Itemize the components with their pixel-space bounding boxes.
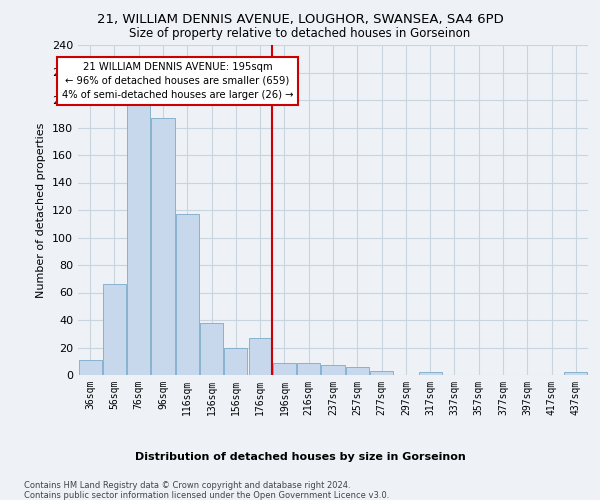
Text: Contains HM Land Registry data © Crown copyright and database right 2024.: Contains HM Land Registry data © Crown c… xyxy=(24,481,350,490)
Y-axis label: Number of detached properties: Number of detached properties xyxy=(37,122,46,298)
Bar xyxy=(297,362,320,375)
Bar xyxy=(322,366,344,375)
Text: Contains public sector information licensed under the Open Government Licence v3: Contains public sector information licen… xyxy=(24,491,389,500)
Bar xyxy=(224,348,247,375)
Text: 21, WILLIAM DENNIS AVENUE, LOUGHOR, SWANSEA, SA4 6PD: 21, WILLIAM DENNIS AVENUE, LOUGHOR, SWAN… xyxy=(97,12,503,26)
Bar xyxy=(248,338,272,375)
Bar xyxy=(176,214,199,375)
Bar xyxy=(103,284,126,375)
Bar xyxy=(151,118,175,375)
Text: 21 WILLIAM DENNIS AVENUE: 195sqm
← 96% of detached houses are smaller (659)
4% o: 21 WILLIAM DENNIS AVENUE: 195sqm ← 96% o… xyxy=(62,62,293,100)
Bar xyxy=(79,360,101,375)
Bar xyxy=(419,372,442,375)
Text: Size of property relative to detached houses in Gorseinon: Size of property relative to detached ho… xyxy=(130,28,470,40)
Bar xyxy=(370,371,393,375)
Text: Distribution of detached houses by size in Gorseinon: Distribution of detached houses by size … xyxy=(134,452,466,462)
Bar xyxy=(273,362,296,375)
Bar xyxy=(346,367,369,375)
Bar xyxy=(200,323,223,375)
Bar xyxy=(565,372,587,375)
Bar xyxy=(127,103,150,375)
